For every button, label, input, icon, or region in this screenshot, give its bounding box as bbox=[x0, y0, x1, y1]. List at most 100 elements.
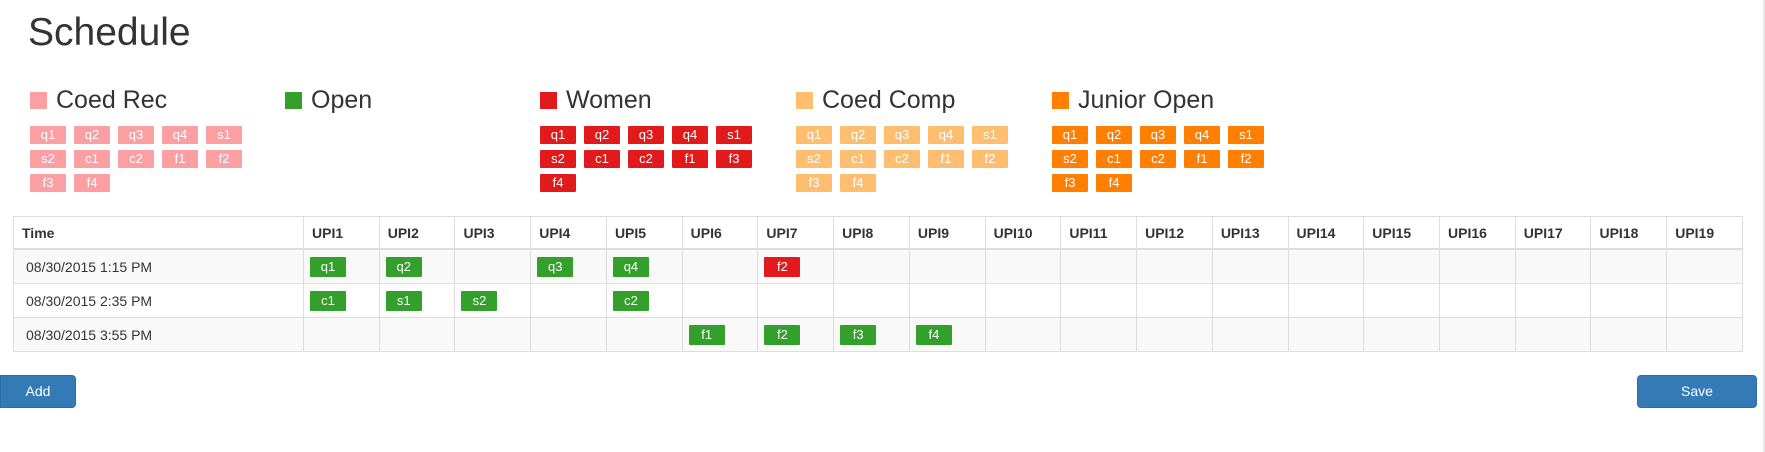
game-chip[interactable]: q4 bbox=[672, 126, 708, 144]
slot-cell[interactable] bbox=[833, 248, 910, 284]
slot-cell[interactable] bbox=[1136, 283, 1213, 318]
slot-cell[interactable]: c2 bbox=[605, 283, 683, 318]
slot-cell[interactable]: q3 bbox=[530, 248, 607, 284]
scheduled-game-chip[interactable]: q1 bbox=[310, 256, 346, 277]
game-chip[interactable]: q1 bbox=[1052, 126, 1088, 144]
game-chip[interactable]: c2 bbox=[118, 150, 154, 168]
slot-cell[interactable] bbox=[1666, 317, 1743, 352]
game-chip[interactable]: f4 bbox=[1096, 174, 1132, 192]
game-chip[interactable]: q2 bbox=[840, 126, 876, 144]
slot-cell[interactable] bbox=[1211, 283, 1289, 318]
game-chip[interactable]: c1 bbox=[840, 150, 876, 168]
game-chip[interactable]: s2 bbox=[796, 150, 832, 168]
scheduled-game-chip[interactable]: q3 bbox=[537, 256, 574, 277]
game-chip[interactable]: q1 bbox=[30, 126, 66, 144]
game-chip[interactable]: f3 bbox=[796, 174, 832, 192]
game-chip[interactable]: s2 bbox=[1052, 150, 1088, 168]
slot-cell[interactable] bbox=[1666, 248, 1743, 284]
slot-cell[interactable] bbox=[1136, 248, 1213, 284]
slot-cell[interactable] bbox=[1590, 248, 1668, 284]
game-chip[interactable]: q3 bbox=[628, 126, 664, 144]
scheduled-game-chip[interactable]: s1 bbox=[385, 290, 422, 311]
slot-cell[interactable] bbox=[1514, 248, 1592, 284]
game-chip[interactable]: f2 bbox=[206, 150, 242, 168]
slot-cell[interactable] bbox=[378, 317, 456, 352]
slot-cell[interactable]: q1 bbox=[303, 248, 380, 284]
game-chip[interactable]: f1 bbox=[928, 150, 964, 168]
slot-cell[interactable] bbox=[605, 317, 683, 352]
slot-cell[interactable]: q2 bbox=[378, 248, 456, 284]
slot-cell[interactable] bbox=[908, 283, 986, 318]
scheduled-game-chip[interactable]: q4 bbox=[612, 256, 649, 277]
slot-cell[interactable] bbox=[530, 317, 607, 352]
game-chip[interactable]: f4 bbox=[540, 174, 576, 192]
scheduled-game-chip[interactable]: c1 bbox=[310, 290, 346, 311]
game-chip[interactable]: f1 bbox=[672, 150, 708, 168]
slot-cell[interactable] bbox=[1363, 248, 1441, 284]
slot-cell[interactable] bbox=[1590, 317, 1668, 352]
game-chip[interactable]: q2 bbox=[74, 126, 110, 144]
slot-cell[interactable]: f4 bbox=[908, 317, 986, 352]
slot-cell[interactable] bbox=[1287, 283, 1365, 318]
game-chip[interactable]: q3 bbox=[1140, 126, 1176, 144]
slot-cell[interactable] bbox=[303, 317, 380, 352]
slot-cell[interactable] bbox=[1287, 248, 1365, 284]
slot-cell[interactable] bbox=[833, 283, 910, 318]
scheduled-game-chip[interactable]: f2 bbox=[764, 324, 801, 345]
slot-cell[interactable] bbox=[1060, 248, 1138, 284]
slot-cell[interactable] bbox=[908, 248, 986, 284]
slot-cell[interactable] bbox=[1590, 283, 1668, 318]
slot-cell[interactable] bbox=[1439, 283, 1516, 318]
game-chip[interactable]: f2 bbox=[972, 150, 1008, 168]
game-chip[interactable]: q1 bbox=[540, 126, 576, 144]
game-chip[interactable]: c2 bbox=[884, 150, 920, 168]
game-chip[interactable]: f1 bbox=[1184, 150, 1220, 168]
game-chip[interactable]: s1 bbox=[972, 126, 1008, 144]
game-chip[interactable]: c1 bbox=[1096, 150, 1132, 168]
game-chip[interactable]: f3 bbox=[1052, 174, 1088, 192]
slot-cell[interactable] bbox=[984, 283, 1062, 318]
slot-cell[interactable]: f3 bbox=[833, 317, 910, 352]
game-chip[interactable]: s2 bbox=[30, 150, 66, 168]
slot-cell[interactable] bbox=[1666, 283, 1743, 318]
slot-cell[interactable] bbox=[984, 317, 1062, 352]
game-chip[interactable]: q2 bbox=[584, 126, 620, 144]
game-chip[interactable]: c1 bbox=[74, 150, 110, 168]
game-chip[interactable]: s1 bbox=[716, 126, 752, 144]
slot-cell[interactable] bbox=[1287, 317, 1365, 352]
slot-cell[interactable] bbox=[530, 283, 607, 318]
slot-cell[interactable]: q4 bbox=[605, 248, 683, 284]
slot-cell[interactable] bbox=[681, 283, 759, 318]
game-chip[interactable]: q2 bbox=[1096, 126, 1132, 144]
slot-cell[interactable] bbox=[984, 248, 1062, 284]
slot-cell[interactable] bbox=[1439, 317, 1516, 352]
game-chip[interactable]: f1 bbox=[162, 150, 198, 168]
slot-cell[interactable] bbox=[1439, 248, 1516, 284]
slot-cell[interactable] bbox=[454, 248, 532, 284]
game-chip[interactable]: c1 bbox=[584, 150, 620, 168]
slot-cell[interactable] bbox=[1363, 283, 1441, 318]
game-chip[interactable]: s1 bbox=[206, 126, 242, 144]
game-chip[interactable]: q4 bbox=[162, 126, 198, 144]
game-chip[interactable]: c2 bbox=[1140, 150, 1176, 168]
slot-cell[interactable] bbox=[1136, 317, 1213, 352]
slot-cell[interactable]: f1 bbox=[681, 317, 759, 352]
game-chip[interactable]: q1 bbox=[796, 126, 832, 144]
slot-cell[interactable] bbox=[1514, 317, 1592, 352]
scheduled-game-chip[interactable]: c2 bbox=[612, 290, 649, 311]
slot-cell[interactable] bbox=[1514, 283, 1592, 318]
save-schedule-button[interactable]: Save Schedule bbox=[1637, 375, 1757, 430]
slot-cell[interactable]: s2 bbox=[454, 283, 532, 318]
game-chip[interactable]: q4 bbox=[928, 126, 964, 144]
scheduled-game-chip[interactable]: s2 bbox=[461, 290, 498, 311]
scheduled-game-chip[interactable]: f2 bbox=[764, 256, 801, 277]
add-row-button[interactable]: Add row bbox=[0, 375, 76, 430]
game-chip[interactable]: f3 bbox=[716, 150, 752, 168]
slot-cell[interactable] bbox=[454, 317, 532, 352]
slot-cell[interactable] bbox=[681, 248, 759, 284]
game-chip[interactable]: f4 bbox=[74, 174, 110, 192]
game-chip[interactable]: s2 bbox=[540, 150, 576, 168]
slot-cell[interactable] bbox=[1211, 317, 1289, 352]
slot-cell[interactable] bbox=[1211, 248, 1289, 284]
slot-cell[interactable]: c1 bbox=[303, 283, 380, 318]
